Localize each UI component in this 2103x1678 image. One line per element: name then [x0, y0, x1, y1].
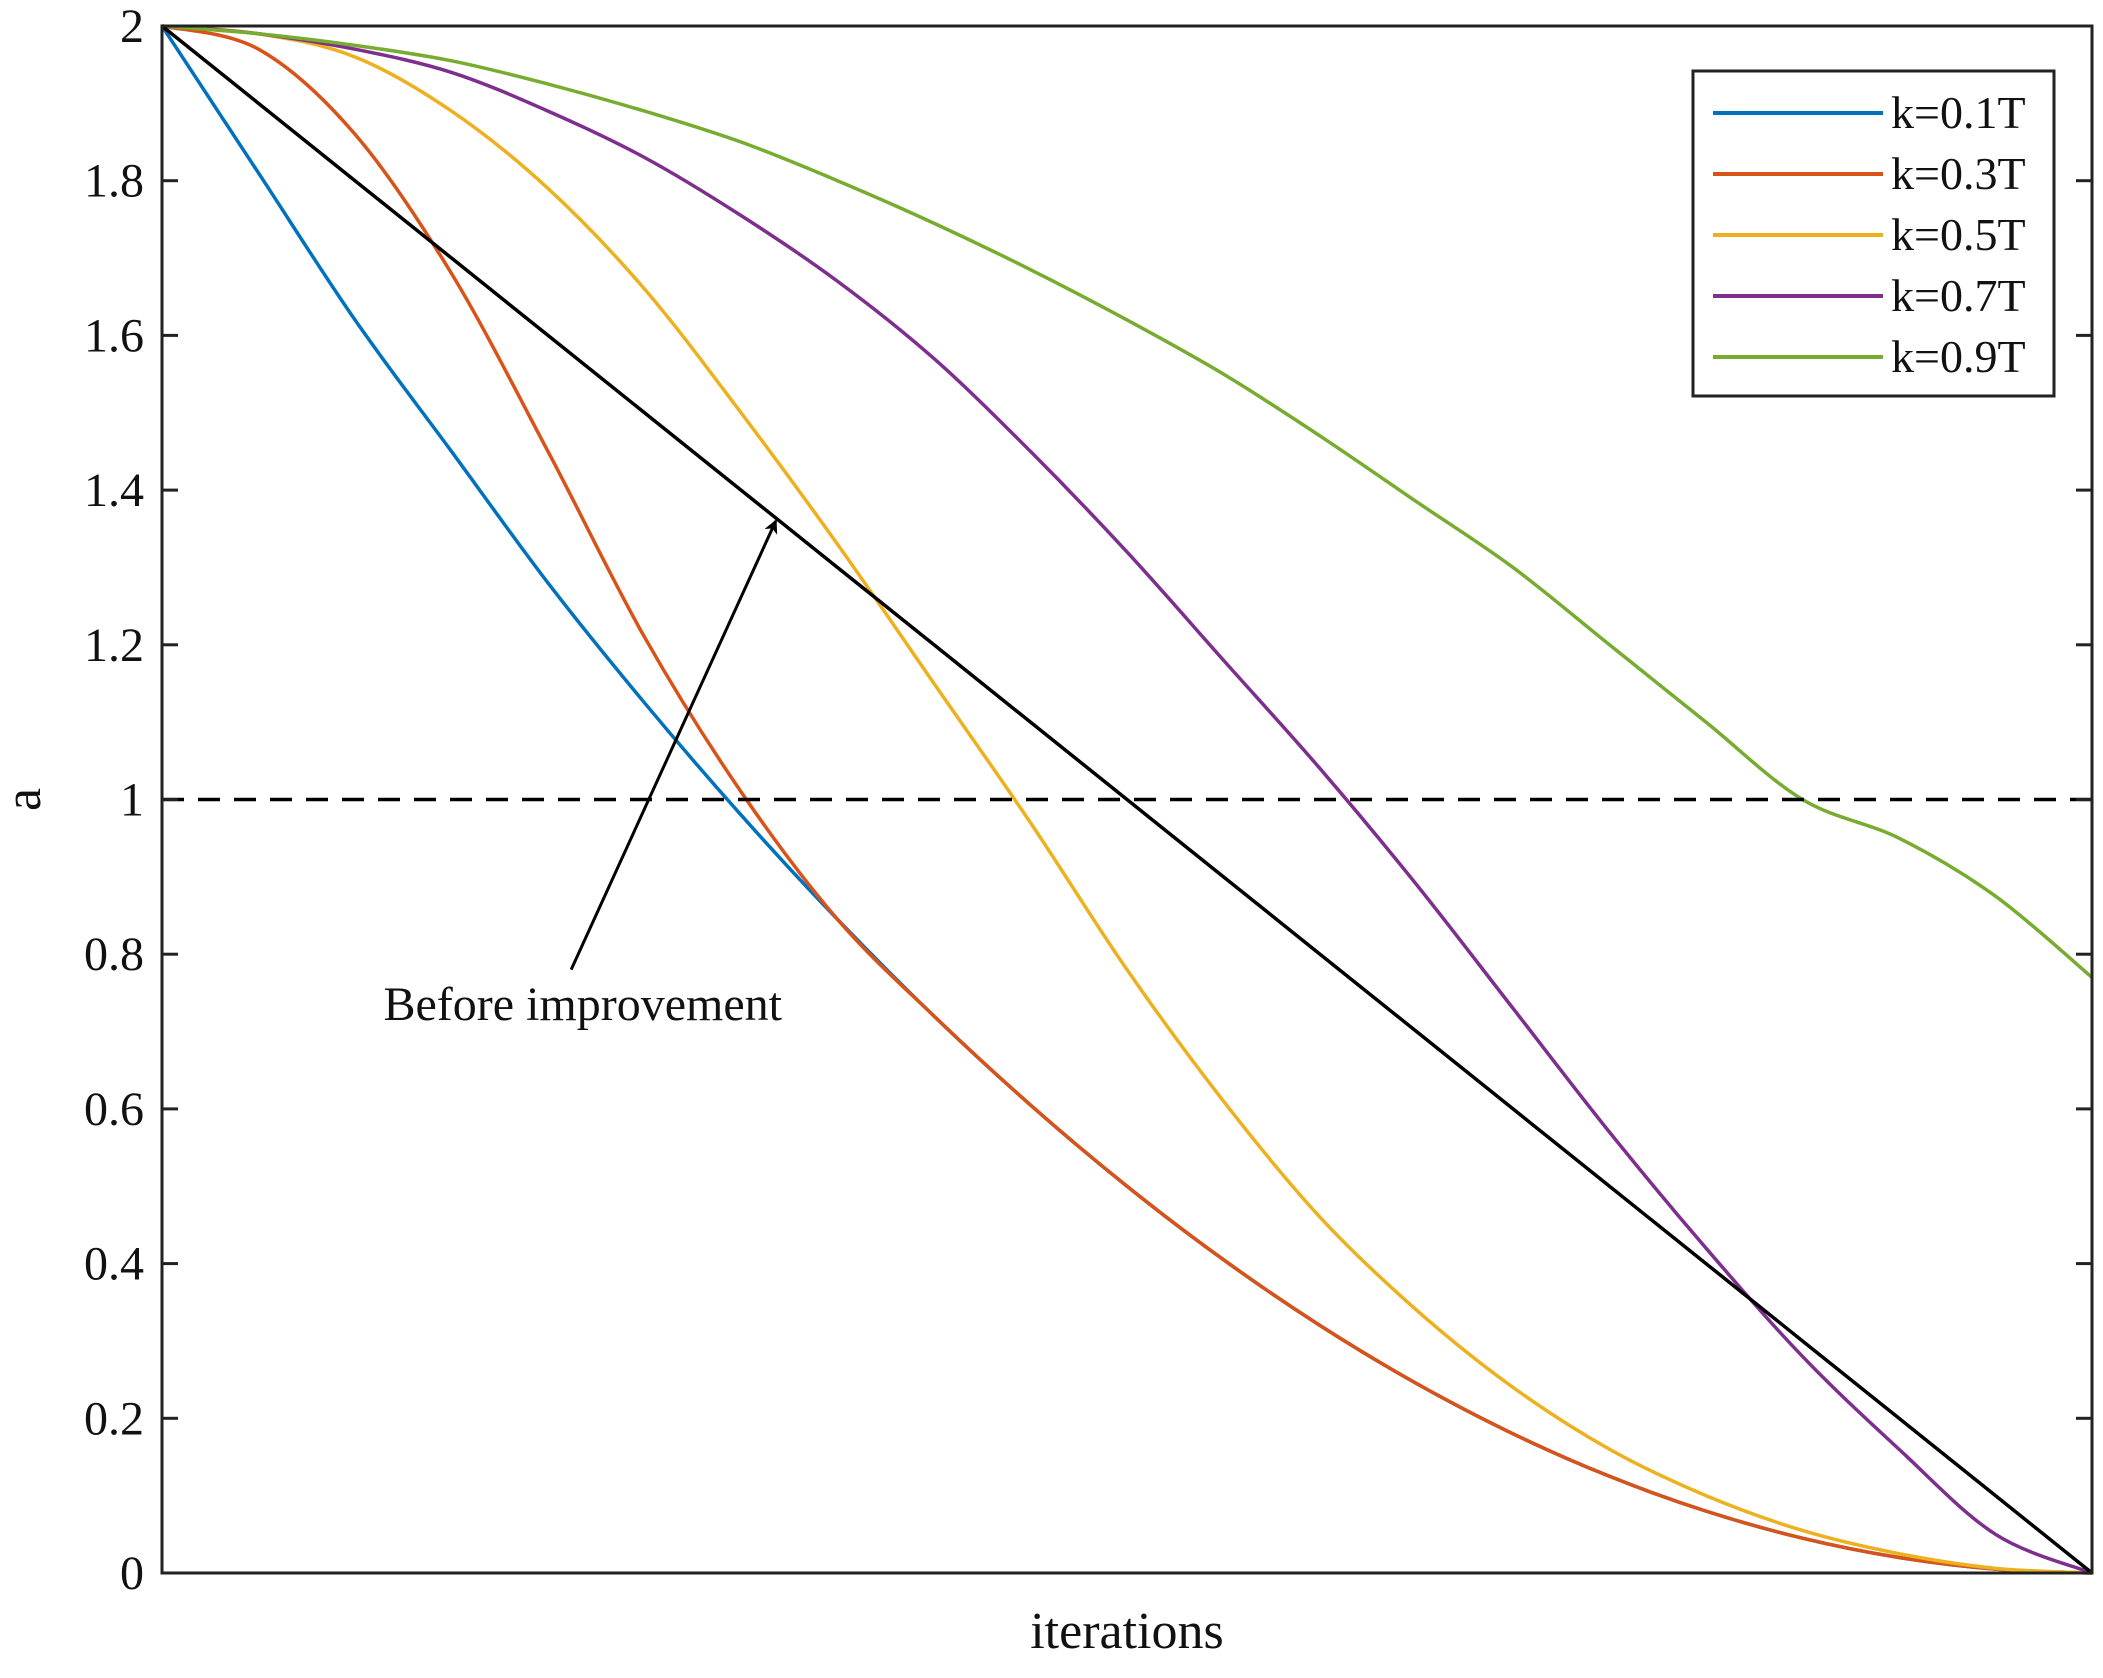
legend-label: k=0.1T [1891, 87, 2026, 138]
series-line-k-0-5t [161, 24, 2093, 1575]
series-line-baseline [160, 24, 2094, 1575]
y-tick-label: 2 [120, 0, 144, 53]
series-layer [160, 24, 2094, 1575]
legend-label: k=0.5T [1891, 209, 2026, 260]
series-line-k-0-9t [161, 24, 2094, 979]
annotation-label: Before improvement [383, 978, 782, 1031]
x-axis-label: iterations [1030, 1603, 1224, 1660]
series-line-k-0-7t [161, 24, 2093, 1575]
legend-label: k=0.3T [1891, 148, 2026, 199]
y-tick-label: 1.4 [84, 464, 144, 517]
y-tick-label: 0 [120, 1547, 144, 1600]
y-tick-label: 1.2 [84, 619, 144, 672]
series-line-k-0-3t [161, 24, 2093, 1575]
legend-label: k=0.7T [1891, 270, 2026, 321]
legend: k=0.1T k=0.3T k=0.5T k=0.7T k=0.9T [1691, 69, 2056, 398]
legend-items: k=0.1T k=0.3T k=0.5T k=0.7T k=0.9T [1713, 87, 2026, 382]
y-tick-label: 0.4 [84, 1238, 144, 1291]
annotation: Before improvement [383, 519, 783, 1031]
annotation-arrow [569, 519, 778, 971]
y-tick-label: 1.8 [84, 155, 144, 208]
y-tick-label: 0.8 [84, 928, 144, 981]
y-axis-label: a [0, 788, 52, 811]
y-tick-label: 0.2 [84, 1392, 144, 1445]
legend-label: k=0.9T [1891, 331, 2026, 382]
y-axis-ticks: 0 0.2 0.4 0.6 0.8 1 1.2 1.4 1.6 1.8 2 [84, 0, 2092, 1600]
y-tick-label: 1.6 [84, 309, 144, 362]
y-tick-label: 1 [120, 774, 144, 827]
y-tick-label: 0.6 [84, 1083, 144, 1136]
